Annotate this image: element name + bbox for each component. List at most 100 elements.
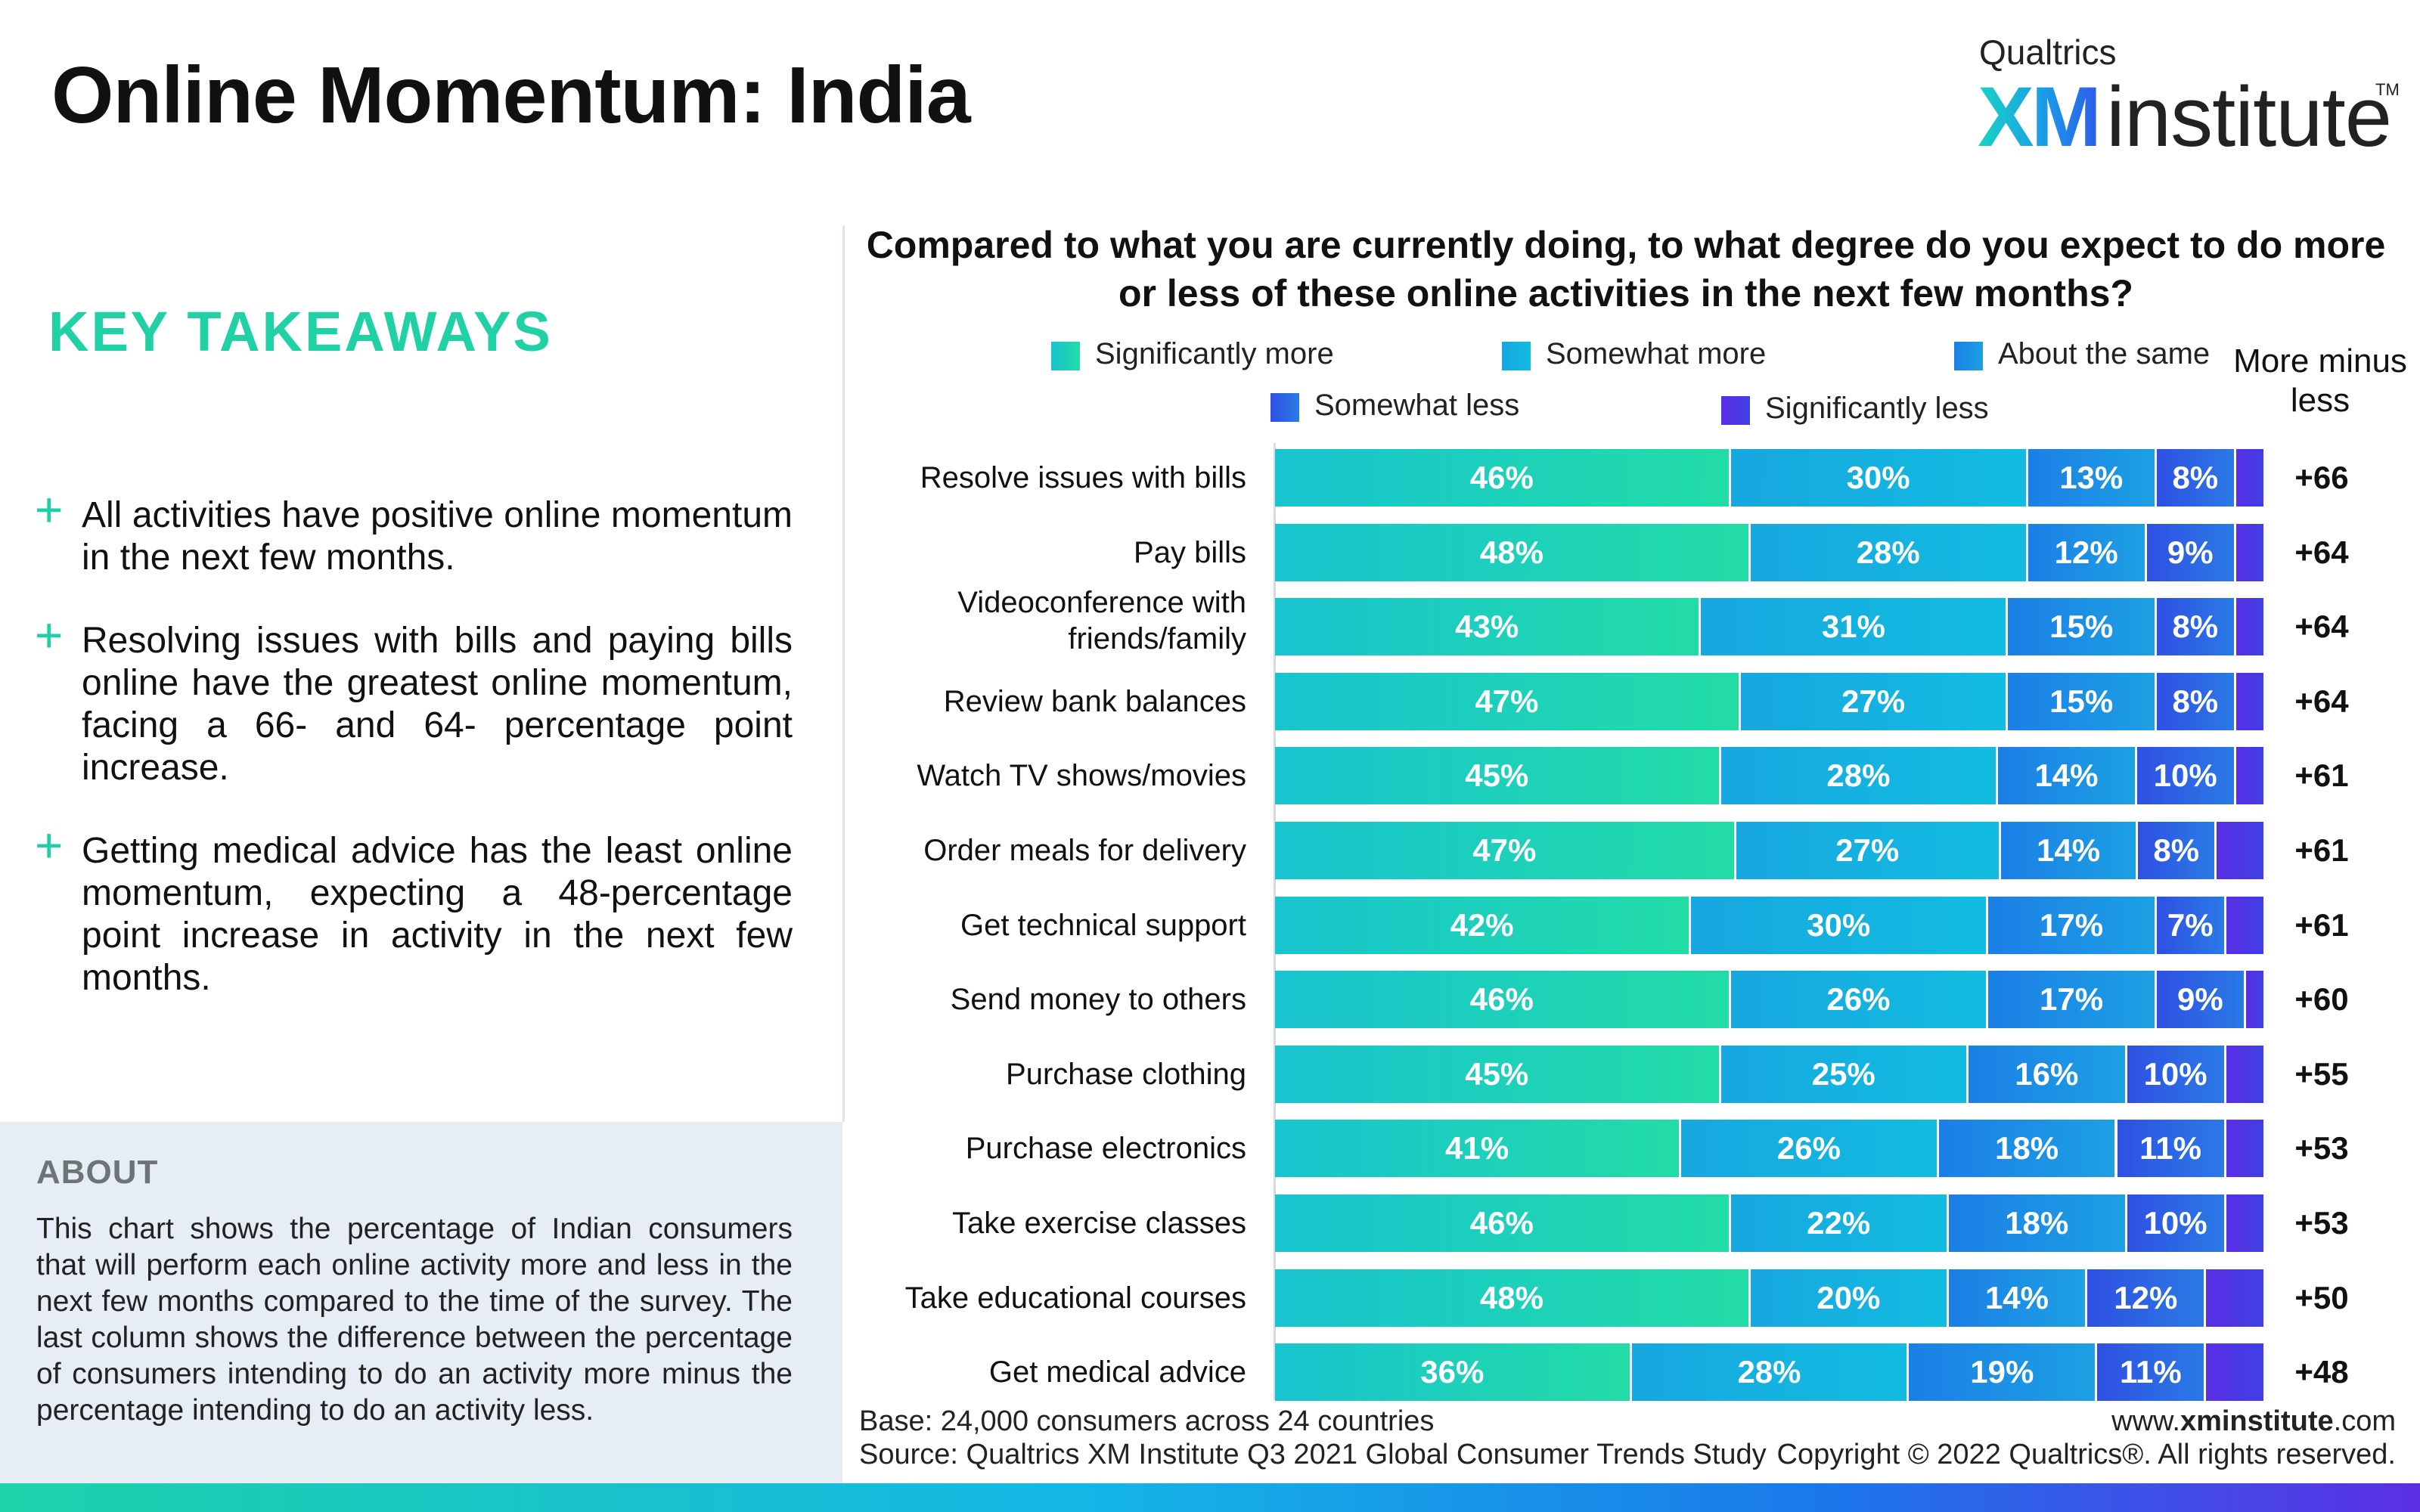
- bar-value-label: 42%: [1450, 906, 1514, 943]
- takeaway-item: + All activities have positive online mo…: [35, 485, 793, 579]
- bar-segment: 42%: [1275, 896, 1692, 954]
- bar-segment: 10%: [2127, 1194, 2226, 1252]
- bar-segment: [2226, 896, 2266, 954]
- row-label: Purchase electronics: [965, 1132, 1246, 1166]
- bar-value-label: 48%: [1479, 1279, 1544, 1315]
- bar-segment: 30%: [1691, 896, 1989, 954]
- bar-value-label: 8%: [2172, 460, 2219, 495]
- plus-icon: +: [35, 608, 64, 662]
- bar-value-label: 14%: [2034, 758, 2099, 794]
- bar-segment: 7%: [2156, 896, 2226, 954]
- about-panel: ABOUT This chart shows the percentage of…: [0, 1122, 842, 1483]
- footer-base: Base: 24,000 consumers across 24 countri…: [859, 1405, 1435, 1437]
- bar-segment: 16%: [1969, 1045, 2127, 1103]
- takeaway-text: Resolving issues with bills and paying b…: [82, 621, 793, 788]
- footer-url-suffix: .com: [2333, 1405, 2396, 1437]
- net-value: +60: [2294, 981, 2349, 1018]
- net-value: +53: [2294, 1205, 2349, 1241]
- bar-segment: 17%: [1988, 971, 2157, 1029]
- bar-segment: 26%: [1730, 971, 1989, 1029]
- legend-label: About the same: [1998, 337, 2211, 370]
- net-value: +64: [2294, 683, 2349, 719]
- bar-segment: [2235, 598, 2266, 656]
- net-value: +50: [2294, 1279, 2349, 1315]
- bar-segment: 25%: [1720, 1045, 1969, 1103]
- bar-value-label: 22%: [1807, 1205, 1871, 1241]
- bar-value-label: 17%: [2040, 981, 2104, 1018]
- bar-value-label: 10%: [2143, 1055, 2207, 1092]
- bar-value-label: 47%: [1475, 683, 1539, 719]
- row-label: Purchase clothing: [1006, 1057, 1246, 1091]
- logo-qualtrics-text: Qualtrics: [1979, 33, 2117, 72]
- takeaway-text: All activities have positive online mome…: [82, 495, 793, 578]
- bar-segment: 28%: [1720, 747, 1999, 805]
- bar-segment: 9%: [2146, 523, 2236, 581]
- net-value: +53: [2294, 1130, 2349, 1167]
- bar-segment: 48%: [1275, 523, 1751, 581]
- bar-segment: [2226, 1194, 2266, 1252]
- bar-segment: 45%: [1275, 747, 1721, 805]
- bar-segment: 47%: [1275, 822, 1736, 879]
- bar-segment: 8%: [2156, 672, 2236, 730]
- row-label: Take educational courses: [904, 1281, 1246, 1315]
- footer-url-prefix: www.: [2111, 1405, 2180, 1437]
- bar-segment: 10%: [2136, 747, 2236, 805]
- bar-segment: 9%: [2156, 971, 2246, 1029]
- legend-swatch: [1270, 393, 1299, 422]
- row-label: Get medical advice: [988, 1356, 1246, 1390]
- bar-value-label: 47%: [1472, 832, 1537, 868]
- bar-segment: [2217, 822, 2266, 879]
- bar-segment: 30%: [1730, 449, 2028, 507]
- bar-segment: [2226, 1045, 2266, 1103]
- bar-value-label: 15%: [2049, 609, 2114, 645]
- bar-value-label: 45%: [1465, 1055, 1529, 1092]
- about-text: This chart shows the percentage of India…: [36, 1213, 793, 1427]
- net-value: +61: [2294, 758, 2349, 794]
- row-label: Get technical support: [960, 908, 1246, 942]
- bar-value-label: 46%: [1469, 1205, 1534, 1241]
- bar-value-label: 30%: [1846, 460, 1910, 495]
- bar-segment: 36%: [1275, 1343, 1632, 1402]
- bar-segment: 31%: [1701, 598, 2009, 656]
- footer-url[interactable]: www.xminstitute.com: [1739, 1405, 2396, 1438]
- footer-right: www.xminstitute.com Copyright © 2022 Qua…: [1739, 1405, 2396, 1471]
- bar-segment: 19%: [1909, 1343, 2098, 1402]
- bar-segment: 41%: [1275, 1120, 1682, 1178]
- bar-segment: 15%: [2008, 672, 2157, 730]
- plus-icon: +: [35, 818, 64, 872]
- net-value: +66: [2294, 460, 2349, 495]
- net-value: +61: [2294, 832, 2349, 868]
- takeaway-item: + Resolving issues with bills and paying…: [35, 611, 793, 789]
- bar-segment: 28%: [1631, 1343, 1910, 1402]
- bar-value-label: 11%: [2119, 1354, 2182, 1390]
- legend-swatch: [1502, 342, 1531, 370]
- bar-value-label: 19%: [1970, 1354, 2034, 1390]
- chart-title: Compared to what you are currently doing…: [866, 224, 2386, 314]
- net-value: +64: [2294, 609, 2349, 645]
- bar-segment: 17%: [1988, 896, 2157, 954]
- bar-value-label: 11%: [2139, 1130, 2201, 1167]
- bar-value-label: 14%: [1984, 1279, 2049, 1315]
- bar-segment: [2245, 971, 2266, 1029]
- bar-segment: 27%: [1736, 822, 2001, 879]
- bar-segment: 10%: [2127, 1045, 2226, 1103]
- row-label: Videoconference with friends/family: [957, 586, 1246, 656]
- takeaway-item: + Getting medical advice has the least o…: [35, 821, 793, 999]
- legend-label: Somewhat less: [1314, 389, 1520, 422]
- footer-left: Base: 24,000 consumers across 24 countri…: [859, 1405, 1767, 1471]
- page-title: Online Momentum: India: [51, 51, 971, 140]
- bar-value-label: 9%: [2167, 534, 2214, 570]
- bar-value-label: 36%: [1420, 1354, 1485, 1390]
- section-divider: [842, 225, 845, 1122]
- bar-value-label: 14%: [2037, 832, 2101, 868]
- bar-segment: 14%: [2000, 822, 2139, 879]
- logo-trademark: TM: [2375, 80, 2400, 99]
- bar-value-label: 12%: [2054, 534, 2118, 570]
- bar-value-label: 46%: [1469, 981, 1534, 1018]
- bar-segment: 20%: [1750, 1269, 1949, 1327]
- logo-xm-text: XM: [1978, 70, 2102, 164]
- legend-label: Significantly more: [1095, 337, 1334, 370]
- legend-label: Somewhat more: [1546, 337, 1767, 370]
- bar-value-label: 28%: [1737, 1354, 1801, 1390]
- net-value: +61: [2294, 906, 2349, 943]
